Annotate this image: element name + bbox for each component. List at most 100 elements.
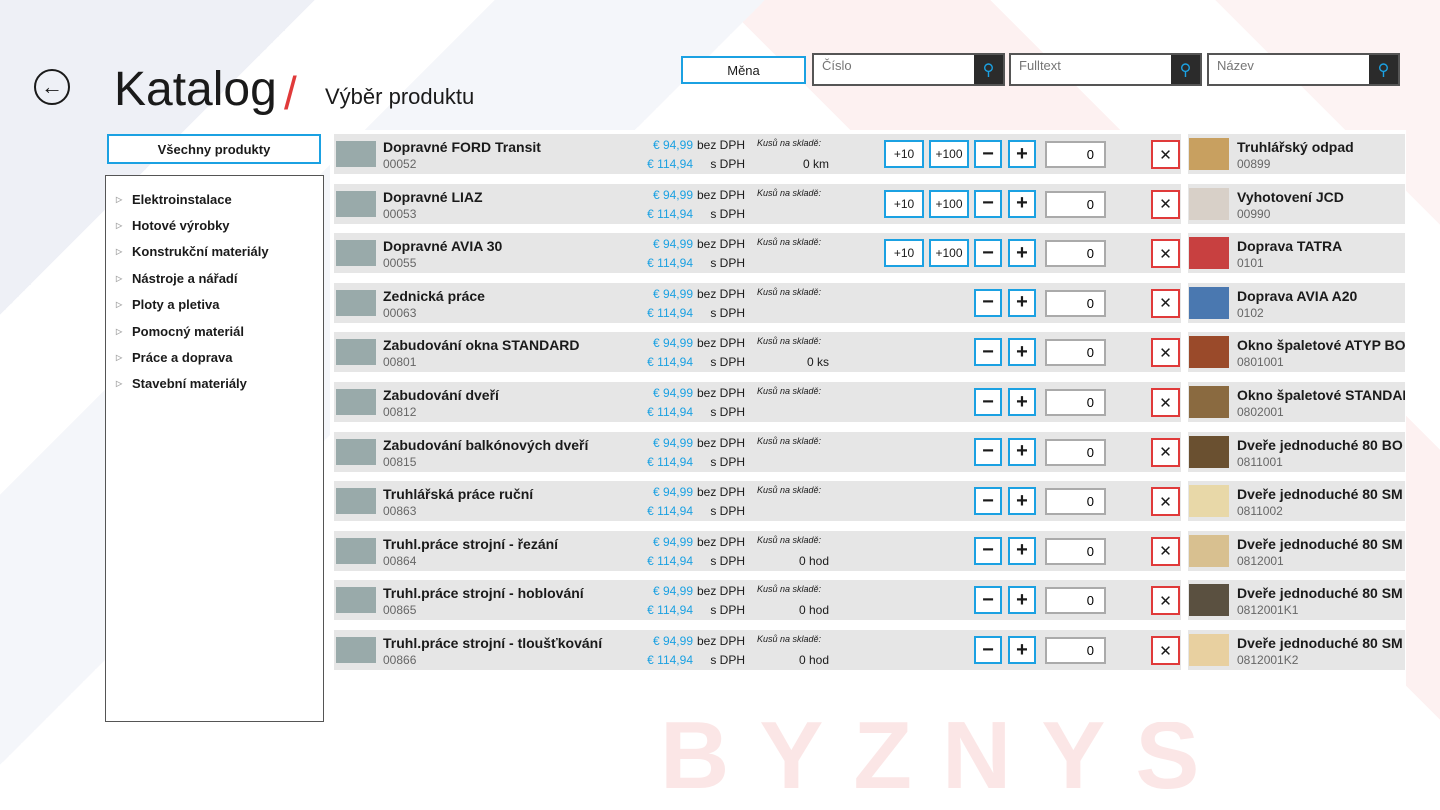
expand-arrow-icon[interactable]: ▷ <box>116 326 123 336</box>
back-button[interactable]: ← <box>34 69 70 105</box>
remove-button[interactable]: ✕ <box>1151 288 1180 318</box>
product-name: Okno špaletové STANDARD <box>1237 387 1405 403</box>
decrement-button[interactable]: − <box>974 338 1002 367</box>
quantity-input[interactable] <box>1045 190 1106 218</box>
search-icon[interactable]: ⚲ <box>974 55 1003 84</box>
remove-button[interactable]: ✕ <box>1151 536 1180 566</box>
product-row[interactable]: Truhlářská práce ruční 00863 € 94,99 bez… <box>334 481 1181 522</box>
category-item[interactable]: ▷ Ploty a pletiva <box>106 292 323 318</box>
quantity-input[interactable] <box>1045 438 1106 466</box>
search-icon[interactable]: ⚲ <box>1171 55 1200 84</box>
increment-button[interactable]: + <box>1008 388 1036 416</box>
product-row[interactable]: Zabudování balkónových dveří 00815 € 94,… <box>334 431 1181 472</box>
quantity-input[interactable] <box>1045 339 1106 367</box>
increment-button[interactable]: + <box>1008 338 1036 367</box>
category-item[interactable]: ▷ Hotové výrobky <box>106 212 323 238</box>
remove-button[interactable]: ✕ <box>1151 437 1180 467</box>
quantity-input[interactable] <box>1045 488 1106 516</box>
add-10-button[interactable]: +10 <box>884 189 924 218</box>
side-product-item[interactable]: Dveře jednoduché 80 SM b 0812001 <box>1188 530 1405 571</box>
product-row[interactable]: Truhl.práce strojní - řezání 00864 € 94,… <box>334 530 1181 571</box>
search-fulltext-input[interactable] <box>1011 55 1171 84</box>
increment-button[interactable]: + <box>1008 239 1036 268</box>
quantity-input[interactable] <box>1045 637 1106 664</box>
currency-button[interactable]: Měna <box>681 56 806 84</box>
product-row[interactable]: Zabudování dveří 00812 € 94,99 bez DPH €… <box>334 382 1181 422</box>
remove-button[interactable]: ✕ <box>1151 636 1180 665</box>
remove-button[interactable]: ✕ <box>1151 586 1180 616</box>
product-row[interactable]: Zednická práce 00063 € 94,99 bez DPH € 1… <box>334 282 1181 323</box>
expand-arrow-icon[interactable]: ▷ <box>116 247 123 257</box>
decrement-button[interactable]: − <box>974 288 1002 317</box>
add-10-button[interactable]: +10 <box>884 239 924 268</box>
remove-button[interactable]: ✕ <box>1151 140 1180 169</box>
side-product-item[interactable]: Dveře jednoduché 80 SM p 0811002 <box>1188 481 1405 522</box>
product-row[interactable]: Dopravné LIAZ 00053 € 94,99 bez DPH € 11… <box>334 183 1181 224</box>
side-product-item[interactable]: Dveře jednoduché 80 SM b 0812001K1 <box>1188 580 1405 621</box>
decrement-button[interactable]: − <box>974 536 1002 565</box>
remove-button[interactable]: ✕ <box>1151 189 1180 219</box>
decrement-button[interactable]: − <box>974 239 1002 268</box>
expand-arrow-icon[interactable]: ▷ <box>116 194 123 204</box>
decrement-button[interactable]: − <box>974 487 1002 516</box>
quantity-input[interactable] <box>1045 537 1106 565</box>
product-row[interactable]: Zabudování okna STANDARD 00801 € 94,99 b… <box>334 332 1181 373</box>
search-number-input[interactable] <box>814 55 974 84</box>
category-label: Ploty a pletiva <box>132 297 220 313</box>
add-10-button[interactable]: +10 <box>884 140 924 168</box>
remove-button[interactable]: ✕ <box>1151 338 1180 368</box>
quantity-input[interactable] <box>1045 240 1106 268</box>
expand-arrow-icon[interactable]: ▷ <box>116 221 123 231</box>
remove-button[interactable]: ✕ <box>1151 487 1180 517</box>
increment-button[interactable]: + <box>1008 288 1036 317</box>
product-row[interactable]: Truhl.práce strojní - hoblování 00865 € … <box>334 580 1181 621</box>
expand-arrow-icon[interactable]: ▷ <box>116 273 123 283</box>
quantity-input[interactable] <box>1045 141 1106 168</box>
increment-button[interactable]: + <box>1008 487 1036 516</box>
increment-button[interactable]: + <box>1008 189 1036 218</box>
product-row[interactable]: Truhl.práce strojní - tloušťkování 00866… <box>334 630 1181 670</box>
increment-button[interactable]: + <box>1008 586 1036 615</box>
side-product-item[interactable]: Doprava TATRA 0101 <box>1188 233 1405 274</box>
decrement-button[interactable]: − <box>974 586 1002 615</box>
product-row[interactable]: Dopravné FORD Transit 00052 € 94,99 bez … <box>334 134 1181 174</box>
category-item[interactable]: ▷ Pomocný materiál <box>106 318 323 344</box>
category-item[interactable]: ▷ Elektroinstalace <box>106 186 323 212</box>
add-100-button[interactable]: +100 <box>929 239 969 268</box>
decrement-button[interactable]: − <box>974 140 1002 168</box>
side-product-item[interactable]: Dveře jednoduché 80 BO p 0811001 <box>1188 431 1405 472</box>
side-product-item[interactable]: Truhlářský odpad 00899 <box>1188 134 1405 174</box>
side-product-item[interactable]: Doprava AVIA A20 0102 <box>1188 282 1405 323</box>
expand-arrow-icon[interactable]: ▷ <box>116 353 123 363</box>
search-icon[interactable]: ⚲ <box>1369 55 1398 84</box>
product-row[interactable]: Dopravné AVIA 30 00055 € 94,99 bez DPH €… <box>334 233 1181 274</box>
side-product-item[interactable]: Vyhotovení JCD 00990 <box>1188 183 1405 224</box>
remove-button[interactable]: ✕ <box>1151 239 1180 269</box>
quantity-input[interactable] <box>1045 389 1106 416</box>
side-product-item[interactable]: Okno špaletové ATYP BO m 0801001 <box>1188 332 1405 373</box>
quantity-input[interactable] <box>1045 289 1106 317</box>
decrement-button[interactable]: − <box>974 437 1002 466</box>
side-product-item[interactable]: Okno špaletové STANDARD 0802001 <box>1188 382 1405 422</box>
quantity-input[interactable] <box>1045 587 1106 615</box>
side-product-item[interactable]: Dveře jednoduché 80 SM b 0812001K2 <box>1188 630 1405 670</box>
search-name-input[interactable] <box>1209 55 1369 84</box>
add-100-button[interactable]: +100 <box>929 189 969 218</box>
category-item[interactable]: ▷ Práce a doprava <box>106 344 323 370</box>
category-item[interactable]: ▷ Konstrukční materiály <box>106 239 323 265</box>
increment-button[interactable]: + <box>1008 636 1036 664</box>
increment-button[interactable]: + <box>1008 437 1036 466</box>
category-label: Hotové výrobky <box>132 218 230 234</box>
category-item[interactable]: ▷ Nástroje a nářadí <box>106 265 323 291</box>
add-100-button[interactable]: +100 <box>929 140 969 168</box>
expand-arrow-icon[interactable]: ▷ <box>116 379 123 389</box>
all-products-button[interactable]: Všechny produkty <box>107 134 321 164</box>
decrement-button[interactable]: − <box>974 636 1002 664</box>
decrement-button[interactable]: − <box>974 388 1002 416</box>
decrement-button[interactable]: − <box>974 189 1002 218</box>
category-item[interactable]: ▷ Stavební materiály <box>106 371 323 397</box>
remove-button[interactable]: ✕ <box>1151 388 1180 417</box>
increment-button[interactable]: + <box>1008 536 1036 565</box>
increment-button[interactable]: + <box>1008 140 1036 168</box>
expand-arrow-icon[interactable]: ▷ <box>116 300 123 310</box>
